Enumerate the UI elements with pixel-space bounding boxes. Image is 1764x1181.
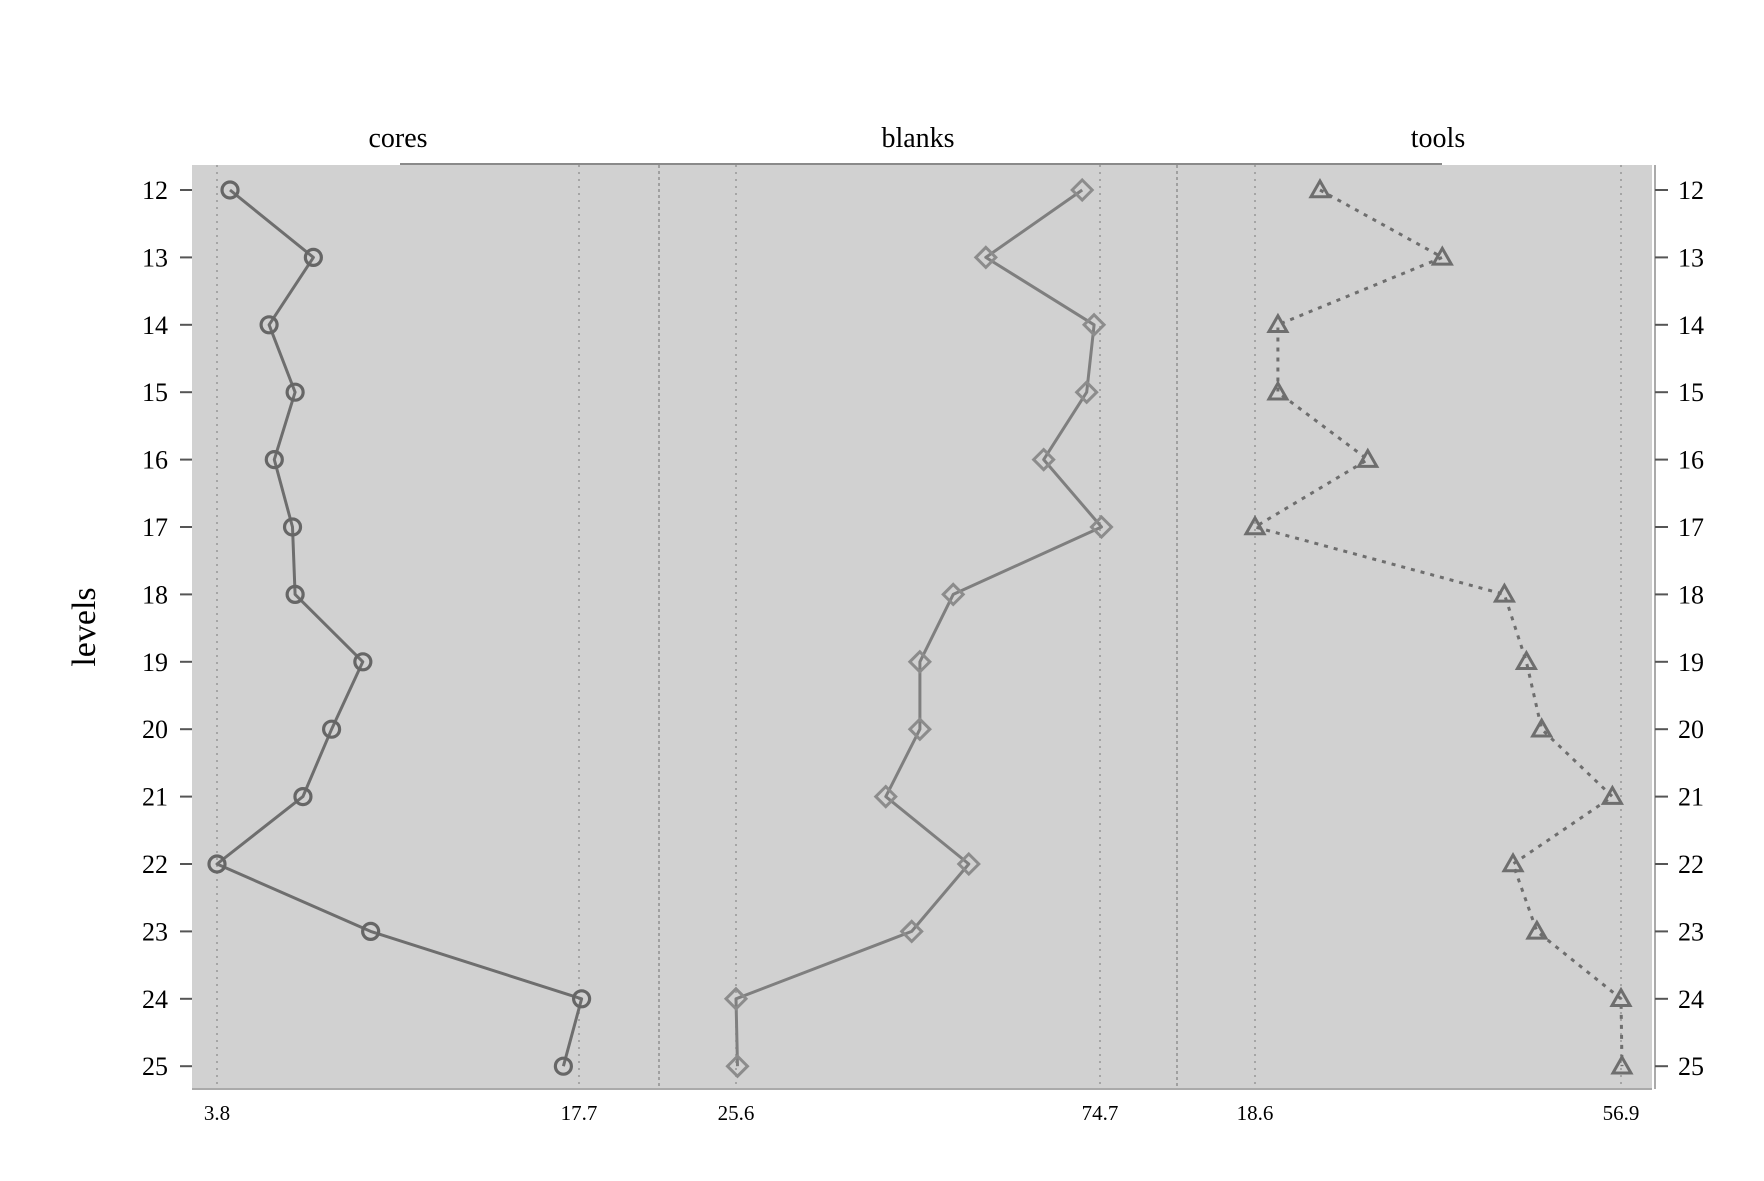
- marker-diamond: [1074, 380, 1099, 405]
- panel-title-blanks: blanks: [881, 123, 954, 154]
- y-tick-label-right: 20: [1678, 715, 1704, 744]
- marker-triangle: [1243, 514, 1267, 536]
- marker-diamond: [723, 986, 749, 1011]
- marker-diamond: [907, 717, 932, 742]
- series-line-cores: [215, 188, 584, 1067]
- y-tick-label-right: 22: [1678, 850, 1704, 879]
- panel-blanks: 25.6 74.7 blanks: [718, 123, 1178, 1125]
- marker-diamond: [1081, 312, 1107, 337]
- marker-triangle: [1530, 717, 1554, 738]
- y-tick-label-right: 16: [1678, 446, 1704, 475]
- y-tick-label-left: 16: [142, 446, 168, 475]
- y-tick-label-right: 17: [1678, 513, 1704, 542]
- y-tick-label-left: 18: [142, 580, 168, 609]
- marker-diamond: [973, 245, 998, 270]
- y-tick-label-left: 14: [142, 311, 168, 340]
- marker-triangle: [1514, 649, 1538, 671]
- marker-circle: [353, 652, 373, 672]
- series-line-blanks: [734, 188, 1103, 1067]
- marker-diamond: [1031, 447, 1056, 472]
- y-tick-label-right: 23: [1678, 917, 1704, 946]
- y-tick-label-left: 12: [142, 176, 168, 205]
- marker-triangle: [1356, 447, 1380, 468]
- marker-triangle: [1492, 582, 1516, 603]
- marker-circle: [259, 315, 279, 335]
- marker-diamond: [956, 851, 981, 877]
- y-tick-label-right: 13: [1678, 243, 1704, 272]
- series-line-tools: [1253, 188, 1624, 1067]
- y-tick-label-right: 21: [1678, 783, 1704, 812]
- marker-circle: [264, 450, 284, 470]
- y-tick-label-left: 22: [142, 850, 168, 879]
- marker-circle: [285, 584, 305, 605]
- y-tick-label-right: 18: [1678, 580, 1704, 609]
- y-tick-label-left: 13: [142, 243, 168, 272]
- panel-title-tools: tools: [1411, 123, 1465, 154]
- marker-diamond: [907, 649, 932, 674]
- y-tick-label-left: 15: [142, 378, 168, 407]
- x-tick-label-max: 74.7: [1082, 1101, 1119, 1125]
- marker-circle: [361, 921, 381, 942]
- y-axis-title: levels: [66, 587, 103, 666]
- marker-triangle: [1600, 784, 1624, 805]
- marker-diamond: [1089, 514, 1114, 540]
- y-ticks-layer: 12 12 13 13 14 14 15 15 16 16 17 17 18 18 19 19 20 20 21 21…: [142, 176, 1704, 1081]
- marker-circle: [321, 719, 342, 739]
- y-tick-label-left: 24: [142, 985, 168, 1014]
- y-tick-label-left: 25: [142, 1052, 168, 1081]
- marker-circle: [572, 989, 592, 1009]
- marker-triangle: [1610, 1054, 1634, 1075]
- marker-circle: [293, 786, 313, 807]
- marker-diamond: [899, 919, 924, 944]
- marker-circle: [220, 180, 240, 200]
- marker-circle: [207, 854, 227, 874]
- panel-tools: 18.6 56.9 tools: [1237, 123, 1640, 1125]
- y-tick-label-right: 15: [1678, 378, 1704, 407]
- marker-triangle: [1308, 177, 1332, 199]
- y-tick-label-right: 25: [1678, 1052, 1704, 1081]
- marker-circle: [285, 382, 305, 402]
- y-tick-label-left: 20: [142, 715, 168, 744]
- marker-diamond: [941, 582, 966, 607]
- panel-cores: 3.8 17.7 cores: [204, 123, 660, 1125]
- marker-triangle: [1501, 851, 1525, 873]
- marker-triangle: [1609, 986, 1633, 1008]
- x-tick-label-min: 18.6: [1237, 1101, 1274, 1125]
- x-tick-label-max: 17.7: [561, 1101, 598, 1125]
- marker-circle: [282, 517, 303, 537]
- marker-triangle: [1430, 245, 1454, 266]
- marker-diamond: [725, 1054, 750, 1079]
- y-tick-label-right: 12: [1678, 176, 1704, 205]
- x-tick-label-min: 3.8: [204, 1101, 230, 1125]
- y-tick-label-right: 24: [1678, 985, 1704, 1014]
- x-tick-label-min: 25.6: [718, 1101, 755, 1125]
- y-tick-label-left: 23: [142, 917, 168, 946]
- marker-triangle: [1266, 380, 1290, 401]
- panel-title-cores: cores: [368, 123, 427, 154]
- x-tick-label-max: 56.9: [1603, 1101, 1640, 1125]
- y-tick-label-right: 19: [1678, 648, 1704, 677]
- y-tick-label-left: 17: [142, 513, 168, 542]
- marker-triangle: [1525, 919, 1549, 940]
- marker-circle: [553, 1056, 573, 1076]
- y-tick-label-left: 19: [142, 648, 168, 677]
- marker-diamond: [873, 784, 898, 809]
- marker-circle: [303, 247, 323, 267]
- plot-background: [192, 165, 1652, 1089]
- panels-layer: 3.8 17.7 cores 25.6 74.7 blanks 18.6 56.9 tools: [204, 123, 1640, 1125]
- y-tick-label-right: 14: [1678, 311, 1704, 340]
- y-tick-label-left: 21: [142, 783, 168, 812]
- marker-diamond: [1070, 177, 1095, 203]
- marker-triangle: [1266, 312, 1290, 334]
